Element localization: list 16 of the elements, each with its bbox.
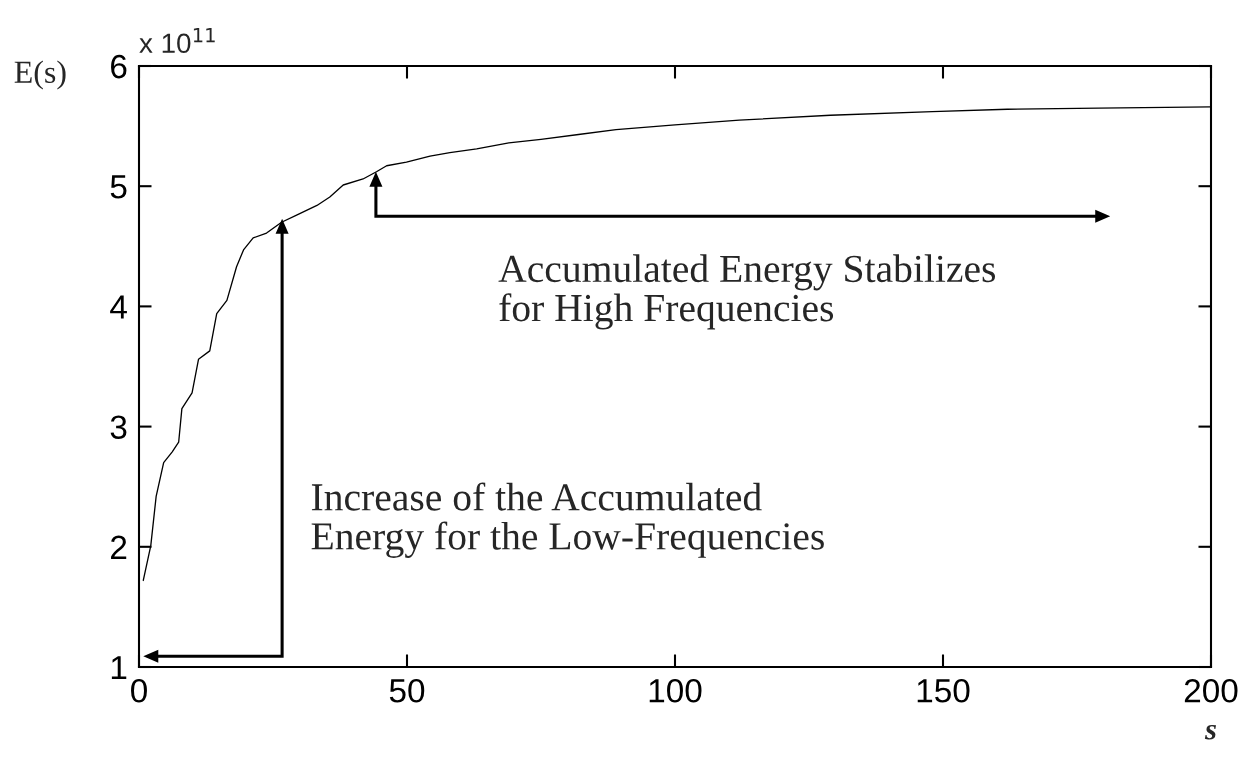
y-axis-title: E(s) [14,60,66,90]
text: x 10$^{11}$ [139,28,215,54]
y-tick-label: 6 [111,54,127,79]
annotation: Accumulated Energy Stabilizes for High Frequencies [498,254,996,330]
x-tick-label: 200 [1184,678,1238,703]
x-tick-label: 150 [917,678,970,703]
y-tick-label: 5 [110,175,127,199]
y-tick-label: 4 [110,295,127,319]
x-axis-title: s [1204,724,1217,740]
y-tick-label: 2 [111,535,127,559]
annotation: Increase of the Accumulated Energy for the Low-Frequencies [311,482,824,558]
x-tick-label: 100 [649,678,702,703]
x-tick-label: 0 [131,678,147,703]
x-tick-label: 50 [389,678,425,703]
y-tick-label: 3 [110,415,127,440]
y-tick-label: 1 [111,656,127,680]
